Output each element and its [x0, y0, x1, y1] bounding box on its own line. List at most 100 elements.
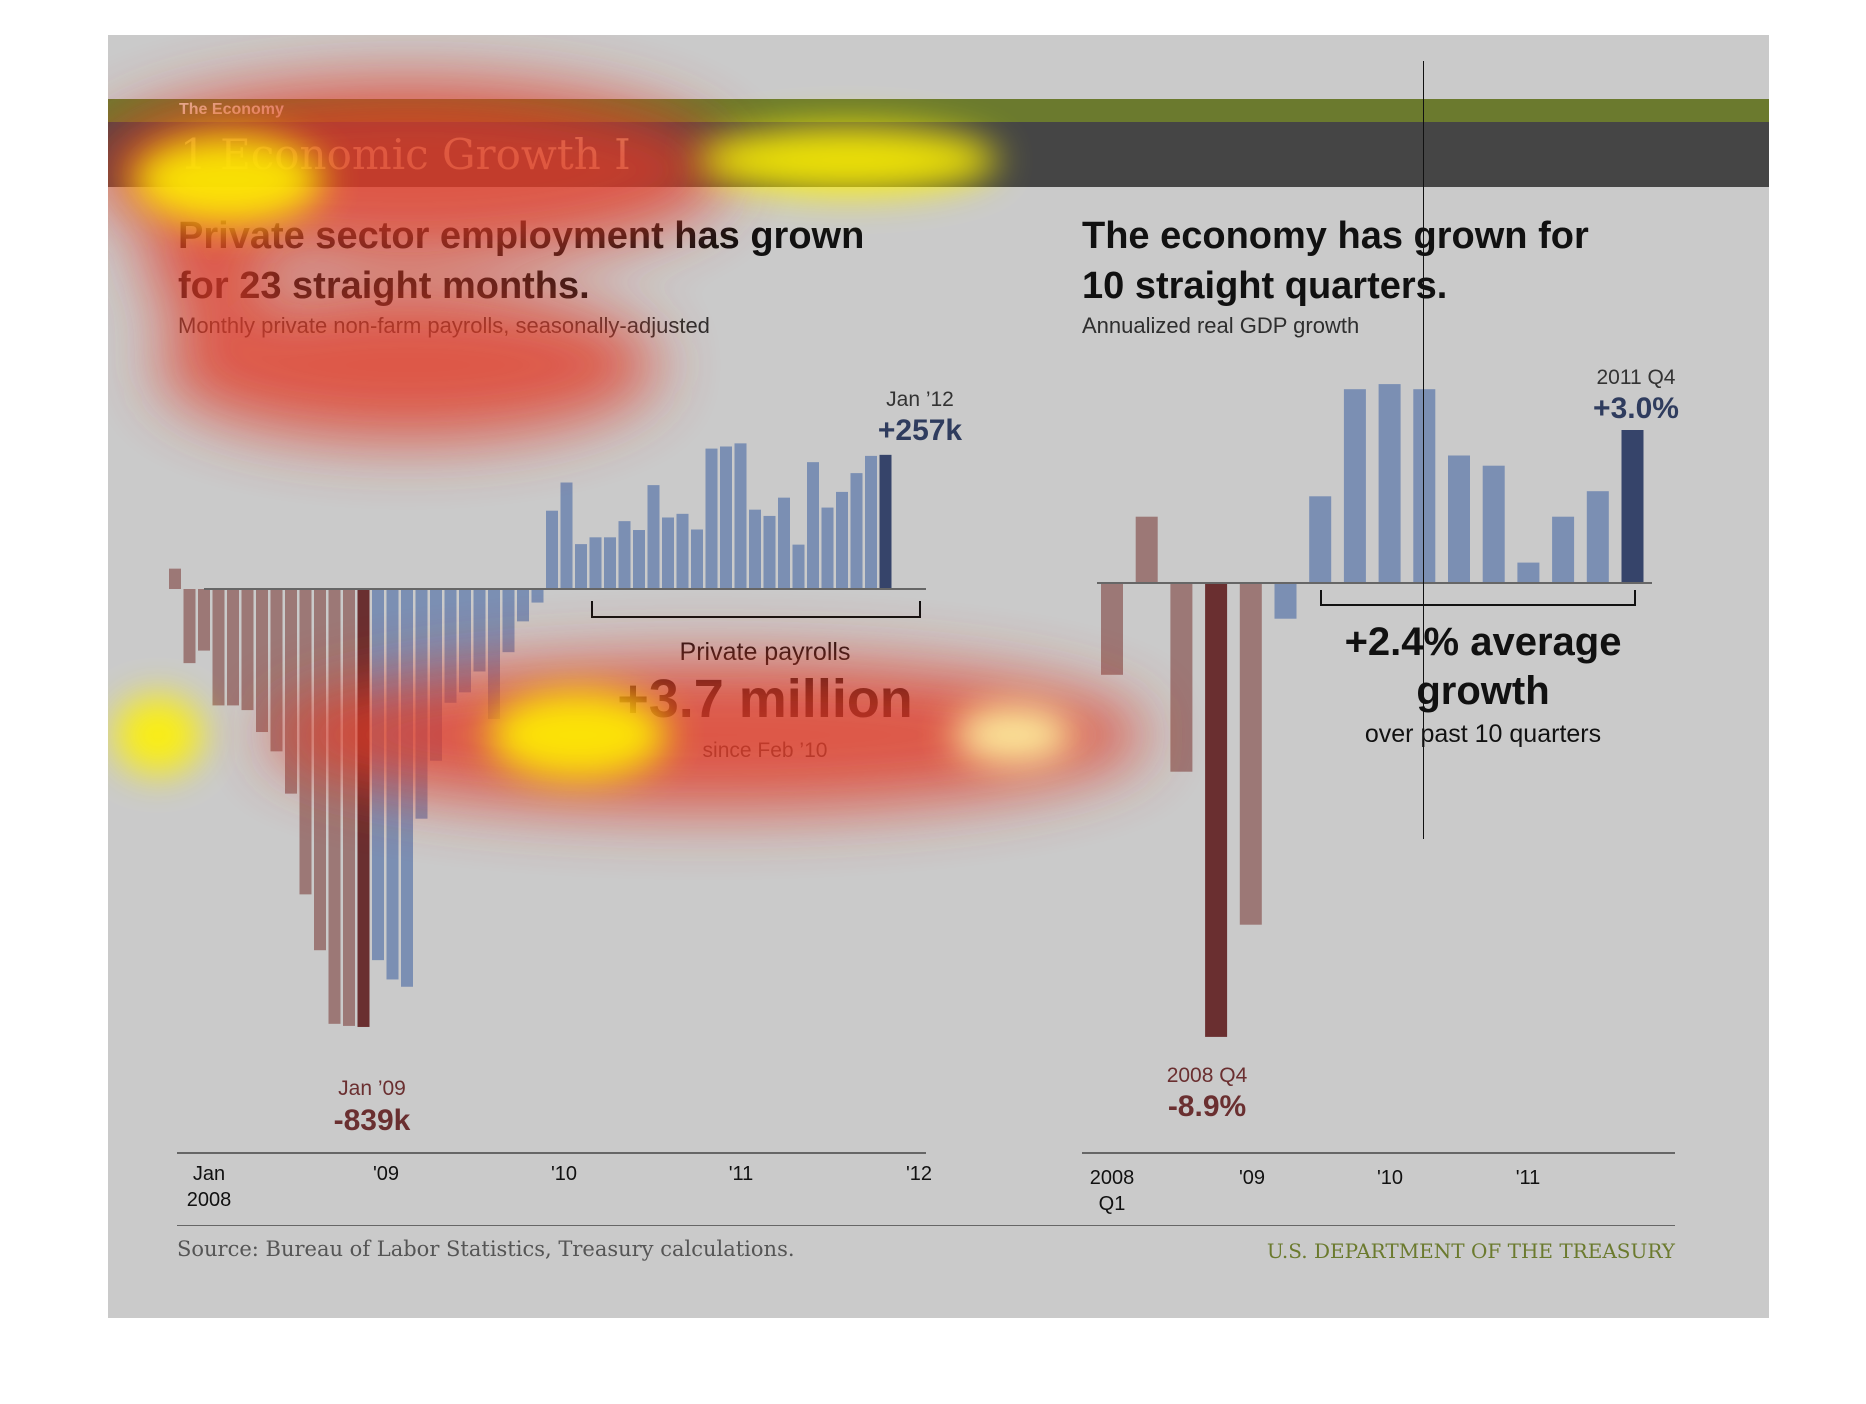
gdp-bar [1586, 491, 1609, 583]
employment-bar [430, 589, 442, 761]
employment-low-label: Jan ’09 [338, 1077, 406, 1100]
employment-bar [328, 589, 341, 1024]
employment-bar [618, 521, 631, 589]
employment-bars [169, 443, 892, 1027]
gdp-low-value: -8.9% [1168, 1090, 1246, 1123]
employment-callout-label: Private payrolls [680, 638, 851, 666]
footer-rule [177, 1225, 1675, 1226]
employment-bar [720, 446, 732, 589]
gdp-bar [1239, 583, 1262, 925]
gdp-bar [1413, 389, 1436, 583]
gdp-bar [1448, 455, 1470, 583]
employment-x-ticks: Jan 2008 '09 '10 '11 '12 [187, 1163, 932, 1211]
employment-bar [299, 589, 312, 895]
employment-bar [198, 589, 210, 651]
employment-bar [575, 544, 587, 589]
employment-bar [531, 589, 544, 603]
employment-bar [212, 589, 225, 706]
employment-x-tick: '11 [729, 1163, 754, 1185]
employment-bar [647, 485, 660, 589]
gdp-bar [1274, 583, 1297, 619]
gdp-callout-value-line1: +2.4% average [1345, 620, 1622, 664]
employment-bar [227, 589, 239, 706]
employment-bar [502, 589, 515, 653]
gdp-bar [1552, 516, 1575, 583]
employment-bar [488, 589, 500, 719]
gdp-x-tick: '11 [1516, 1167, 1541, 1189]
employment-bar [256, 589, 268, 733]
gdp-high-label: 2011 Q4 [1596, 366, 1675, 389]
employment-bar [343, 589, 355, 1026]
gdp-title-line2: 10 straight quarters. [1082, 265, 1448, 307]
employment-bar [560, 482, 573, 589]
employment-bar [676, 513, 689, 589]
slide: The Economy 1 Economic Growth I Private … [108, 35, 1769, 1318]
employment-x-tick: Jan 2008 [187, 1163, 232, 1211]
employment-bar [691, 529, 703, 589]
employment-bar [850, 473, 863, 589]
gdp-callout-value-line2: growth [1416, 669, 1549, 713]
employment-bar [517, 589, 529, 622]
employment-bar [792, 544, 805, 589]
employment-callout-value: +3.7 million [617, 669, 913, 729]
employment-x-tick: '09 [373, 1163, 399, 1185]
employment-bar [662, 517, 674, 589]
gdp-subtitle: Annualized real GDP growth [1082, 313, 1360, 338]
gdp-x-tick: '10 [1377, 1167, 1403, 1189]
employment-bar [633, 530, 645, 589]
gdp-bar [1170, 583, 1193, 772]
employment-low-value: -839k [334, 1104, 411, 1137]
employment-bar [879, 454, 892, 589]
employment-bar [241, 589, 254, 711]
gdp-bracket [1320, 590, 1636, 606]
employment-bar [589, 537, 602, 589]
employment-bar [604, 537, 616, 589]
employment-bar [444, 589, 457, 703]
gdp-bar [1621, 430, 1644, 583]
gdp-bar [1482, 465, 1505, 583]
employment-high-label: Jan ’12 [886, 388, 954, 411]
employment-bar [473, 589, 486, 672]
employment-bar [415, 589, 428, 819]
charts-canvas: Jan ’12 +257k Private payrolls +3.7 mill… [169, 366, 1679, 1215]
gdp-x-ticks: 2008 Q1 '09 '10 '11 [1090, 1167, 1541, 1215]
gdp-high-value: +3.0% [1593, 392, 1679, 425]
gdp-x-tick: 2008 Q1 [1090, 1167, 1135, 1215]
employment-x-tick: '12 [906, 1163, 932, 1185]
employment-callout-note: since Feb ’10 [703, 739, 828, 762]
employment-bracket [591, 601, 921, 618]
gdp-bar [1517, 562, 1540, 583]
gdp-bar [1343, 389, 1366, 583]
employment-bar [372, 589, 384, 961]
employment-bar [401, 589, 413, 987]
gdp-bars [1101, 384, 1644, 1037]
cursor-line [1423, 61, 1424, 839]
gdp-callout-note: over past 10 quarters [1365, 720, 1601, 748]
gdp-x-tick: '09 [1239, 1167, 1265, 1189]
employment-bar [865, 455, 877, 589]
employment-bar [734, 443, 747, 589]
employment-bar [386, 589, 399, 980]
gdp-bar [1101, 583, 1123, 675]
employment-bar [285, 589, 297, 794]
employment-bar [821, 507, 834, 589]
employment-bar [169, 568, 181, 589]
employment-bar [763, 515, 776, 589]
gdp-title-line1: The economy has grown for [1082, 215, 1589, 257]
employment-bar [778, 497, 790, 589]
employment-high-value: +257k [878, 414, 963, 447]
gdp-low-label: 2008 Q4 [1167, 1064, 1248, 1087]
employment-bar [314, 589, 326, 951]
employment-bar [807, 462, 819, 589]
employment-bar [459, 589, 471, 693]
employment-bar [749, 509, 761, 589]
employment-bar [546, 510, 558, 589]
employment-bar [270, 589, 283, 752]
gdp-bar [1309, 496, 1332, 583]
gdp-bar [1378, 384, 1401, 583]
employment-bar [357, 589, 370, 1027]
source-note: Source: Bureau of Labor Statistics, Trea… [177, 1237, 795, 1261]
gdp-bar [1205, 583, 1228, 1037]
employment-bar [183, 589, 196, 664]
gdp-bar [1135, 516, 1158, 583]
